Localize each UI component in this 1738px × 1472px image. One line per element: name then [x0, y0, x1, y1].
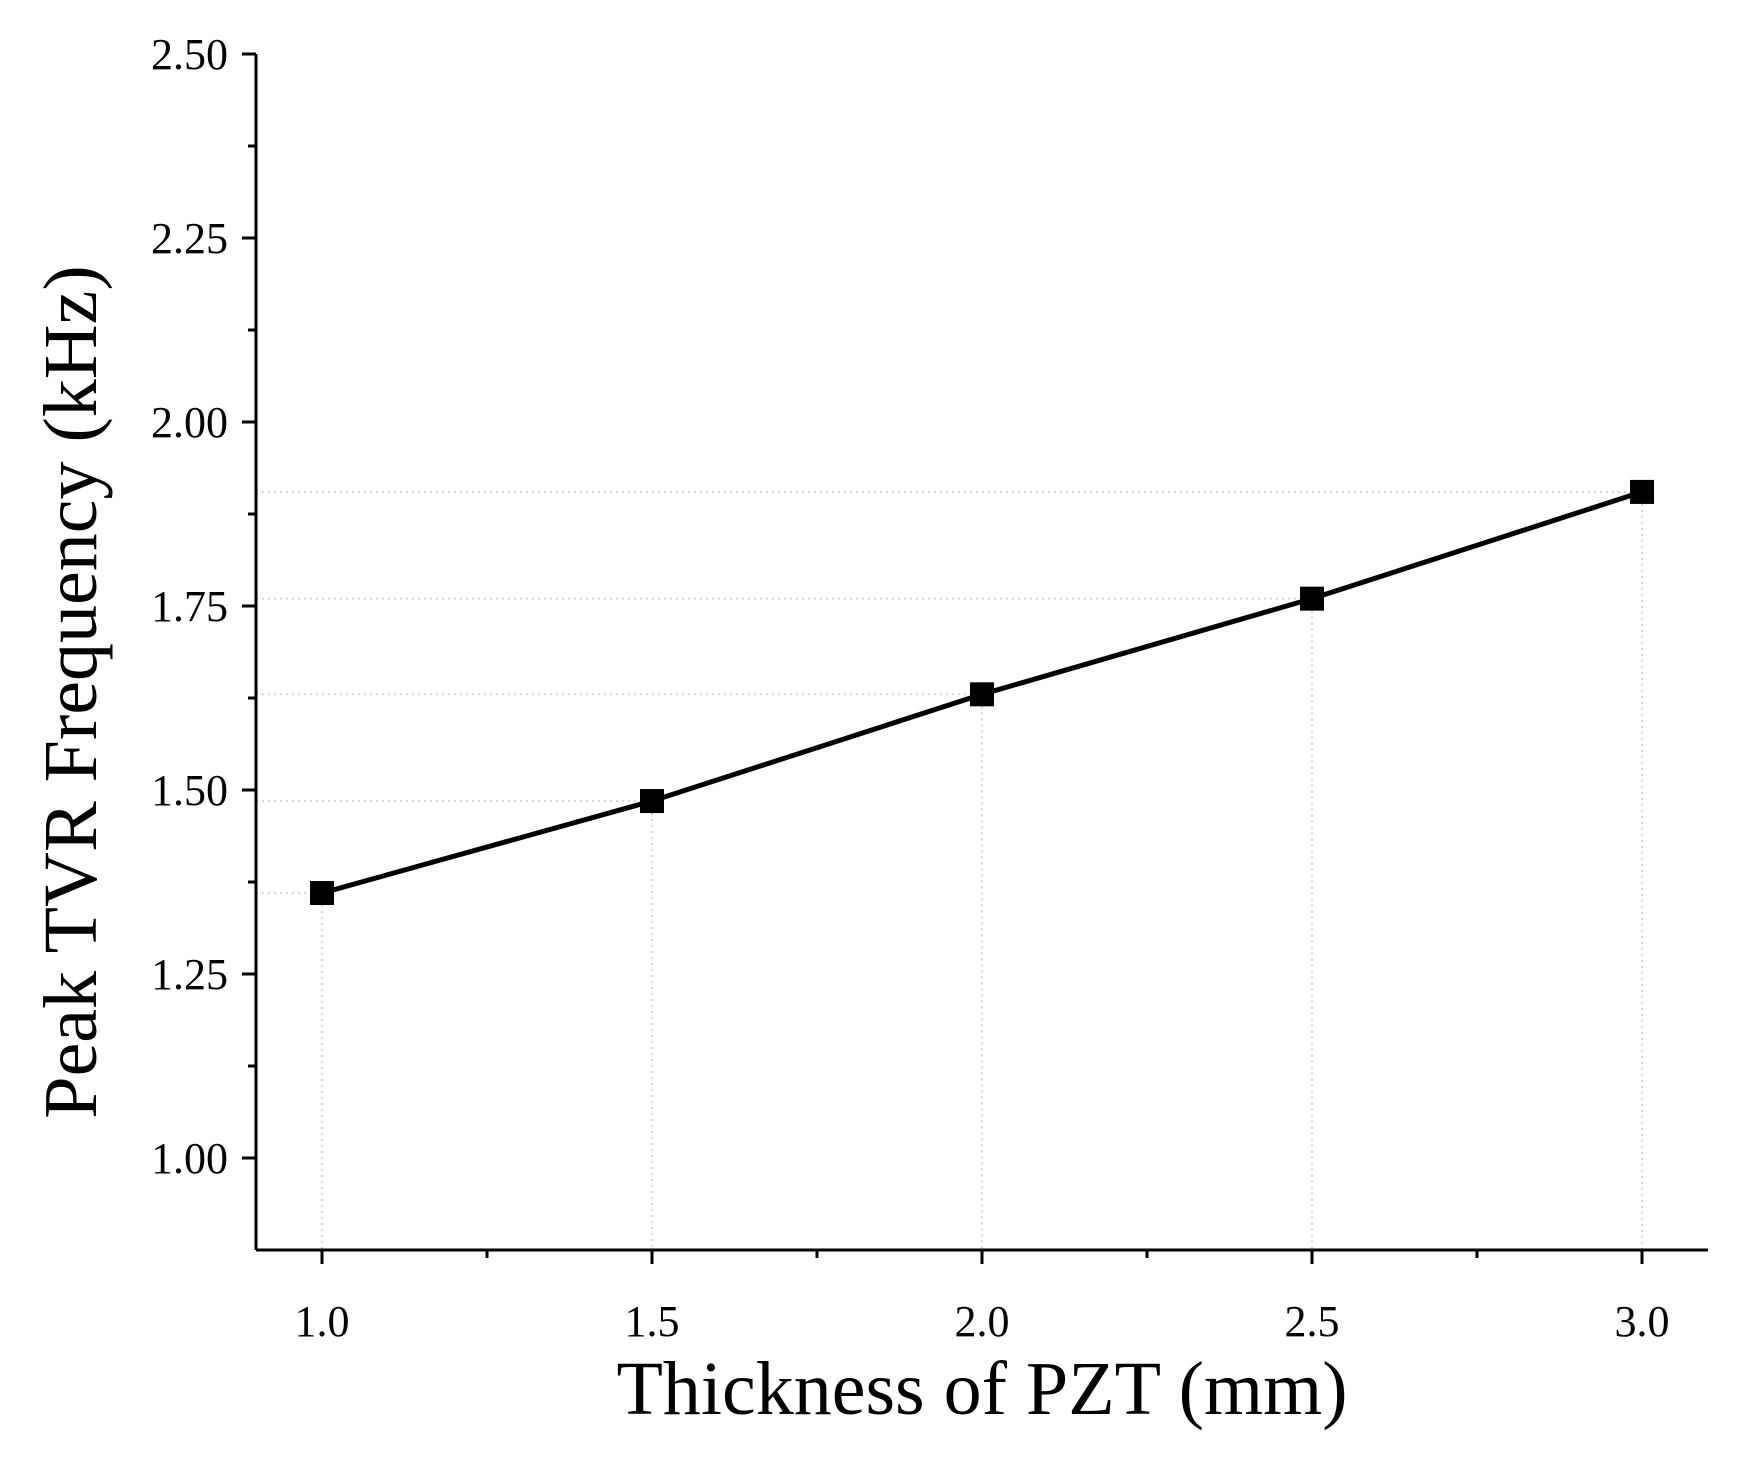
x-axis-ticks: 1.0 1.5 2.0 2.5 3.0 — [295, 1250, 1670, 1346]
y-axis-ticks: 1.00 1.25 1.50 1.75 2.00 2.25 2.50 — [151, 30, 256, 1183]
drop-lines — [256, 491, 1643, 1250]
data-point-marker — [1300, 586, 1324, 611]
x-tick-label: 3.0 — [1615, 1297, 1670, 1346]
y-tick-label: 1.50 — [151, 766, 228, 815]
axes — [254, 54, 1708, 1252]
y-tick-label: 1.25 — [151, 950, 228, 999]
x-tick-label: 2.5 — [1285, 1297, 1340, 1346]
data-point-marker — [310, 881, 334, 906]
series-group — [310, 479, 1654, 906]
y-tick-label: 2.50 — [151, 30, 228, 79]
data-point-marker — [640, 789, 664, 814]
y-tick-label: 1.75 — [151, 582, 228, 631]
x-axis-title: Thickness of PZT (mm) — [616, 1347, 1347, 1431]
x-tick-label: 1.5 — [625, 1297, 680, 1346]
data-point-marker — [970, 682, 994, 707]
y-tick-label: 1.00 — [151, 1134, 228, 1183]
x-tick-label: 1.0 — [295, 1297, 350, 1346]
x-tick-label: 2.0 — [955, 1297, 1010, 1346]
y-tick-label: 2.00 — [151, 398, 228, 447]
y-tick-label: 2.25 — [151, 214, 228, 263]
data-point-marker — [1630, 479, 1654, 504]
y-axis-title: Peak TVR Frequency (kHz) — [29, 265, 113, 1118]
